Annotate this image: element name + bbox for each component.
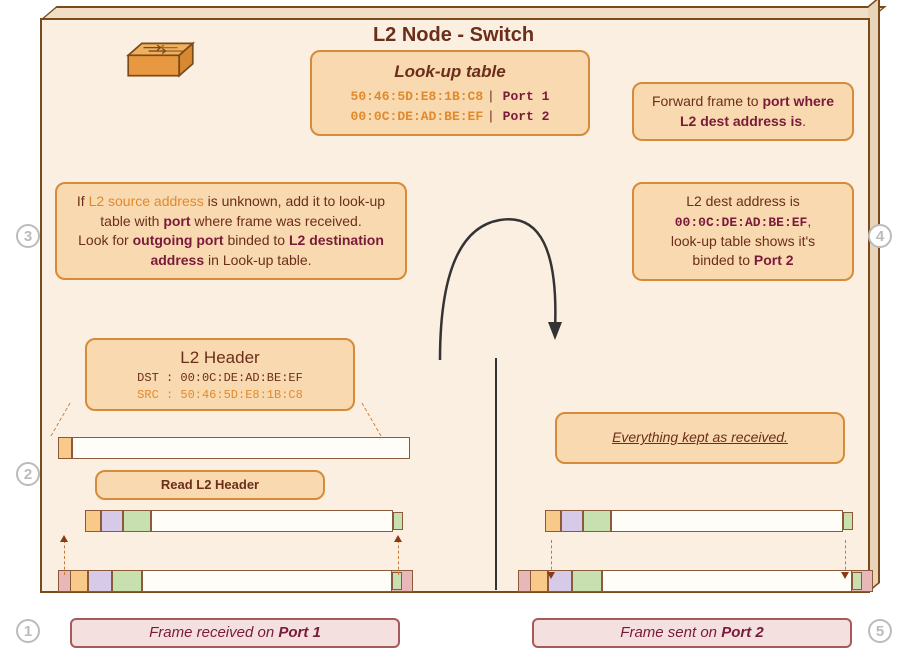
- kept-box: Everything kept as received.: [555, 412, 845, 464]
- step-1: 1: [16, 619, 40, 643]
- bottom-label-left: Frame received on Port 1: [70, 618, 400, 648]
- step3-box: If L2 source address is unknown, add it …: [55, 182, 407, 280]
- dest-lookup-box: L2 dest address is 00:0C:DE:AD:BE:EF, lo…: [632, 182, 854, 281]
- read-l2-box: Read L2 Header: [95, 470, 325, 500]
- lookup-row2-mac: 00:0C:DE:AD:BE:EF: [351, 109, 484, 124]
- step-2: 2: [16, 462, 40, 486]
- packet-received: [58, 570, 413, 598]
- dash-arrow: [64, 540, 65, 575]
- lookup-row1-mac: 50:46:5D:E8:1B:C8: [351, 89, 484, 104]
- step-4: 4: [868, 224, 892, 248]
- lookup-title: Look-up table: [326, 60, 574, 84]
- switch-icon: [118, 40, 203, 90]
- flow-arrow: [420, 200, 580, 380]
- forward-box: Forward frame to port where L2 dest addr…: [632, 82, 854, 141]
- step-5: 5: [868, 619, 892, 643]
- step-3: 3: [16, 224, 40, 248]
- dash-arrow: [845, 540, 846, 575]
- lookup-row1-port: Port 1: [503, 89, 550, 104]
- arrowhead-icon: [841, 572, 849, 579]
- arrowhead-icon: [547, 572, 555, 579]
- l2-header-box: L2 Header DST : 00:0C:DE:AD:BE:EF SRC : …: [85, 338, 355, 411]
- packet-layer2: [85, 510, 405, 538]
- lookup-row2-port: Port 2: [503, 109, 550, 124]
- packet-header-strip: [58, 437, 410, 465]
- dash-arrow: [551, 540, 552, 575]
- bottom-label-right: Frame sent on Port 2: [532, 618, 852, 648]
- arrowhead-icon: [394, 535, 402, 542]
- packet-out-layer2: [545, 510, 855, 538]
- lookup-table-box: Look-up table 50:46:5D:E8:1B:C8 | Port 1…: [310, 50, 590, 136]
- dash-arrow: [398, 540, 399, 575]
- packet-sent: [518, 570, 873, 598]
- center-divider: [495, 358, 497, 590]
- arrowhead-icon: [60, 535, 68, 542]
